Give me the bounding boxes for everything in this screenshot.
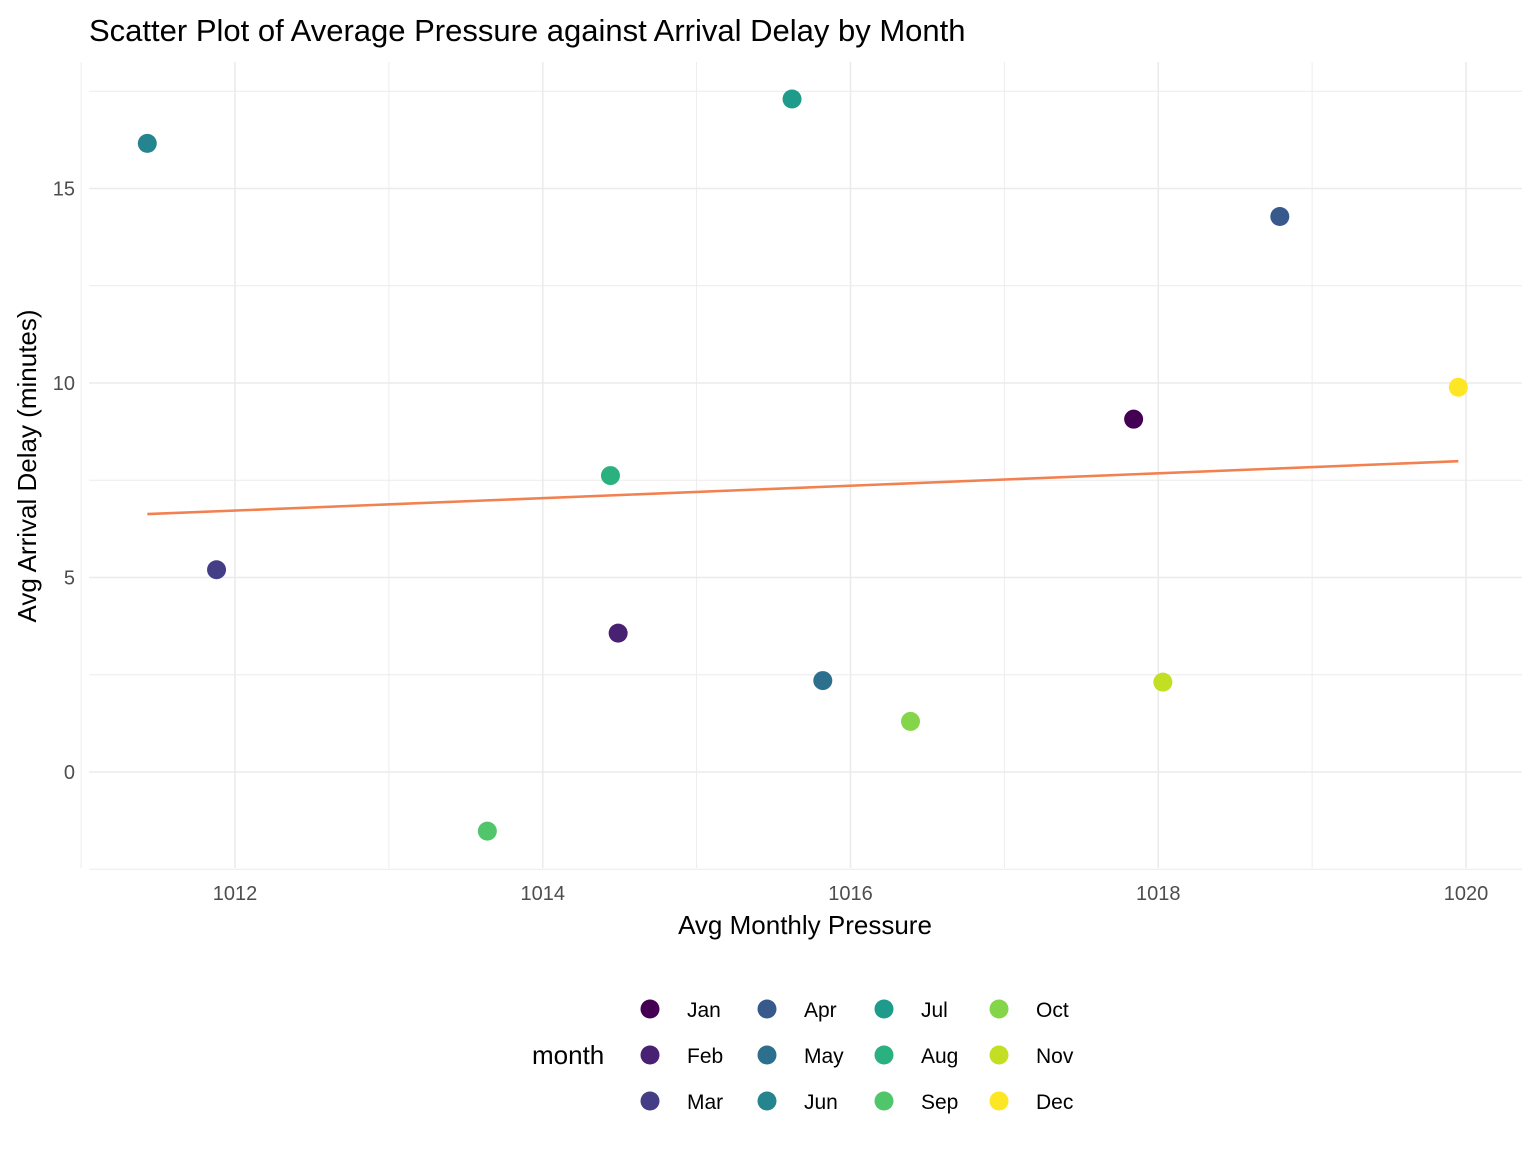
legend-key-jun — [757, 1091, 777, 1111]
legend-key-apr — [757, 999, 777, 1019]
legend-label-jun: Jun — [804, 1091, 838, 1114]
y-tick-label: 15 — [53, 179, 75, 201]
x-tick-label: 1014 — [521, 883, 566, 905]
point-oct — [901, 711, 921, 731]
legend-key-oct — [989, 999, 1009, 1019]
point-dec — [1448, 377, 1468, 397]
legend-label-aug: Aug — [921, 1045, 958, 1068]
chart-title: Scatter Plot of Average Pressure against… — [89, 13, 965, 48]
point-aug — [600, 466, 620, 486]
y-tick-label: 0 — [64, 762, 75, 784]
legend-label-mar: Mar — [687, 1091, 723, 1114]
point-jul — [782, 89, 802, 109]
legend-key-feb — [640, 1045, 660, 1065]
legend-label-oct: Oct — [1036, 999, 1069, 1022]
y-axis-title: Avg Arrival Delay (minutes) — [12, 309, 42, 622]
point-feb — [608, 623, 628, 643]
x-axis-tick-labels: 1012 1014 1016 1018 1020 — [213, 883, 1489, 905]
legend-label-may: May — [804, 1045, 844, 1068]
point-nov — [1153, 672, 1173, 692]
y-tick-label: 5 — [64, 568, 75, 590]
legend-key-jul — [874, 999, 894, 1019]
major-gridlines — [89, 62, 1522, 868]
legend-label-feb: Feb — [687, 1045, 723, 1068]
x-axis-title: Avg Monthly Pressure — [678, 910, 932, 940]
point-apr — [1270, 207, 1290, 227]
point-sep — [477, 821, 497, 841]
legend-key-nov — [989, 1045, 1009, 1065]
legend-title: month — [532, 1040, 604, 1070]
point-may — [813, 671, 833, 691]
legend-key-may — [757, 1045, 777, 1065]
legend-label-sep: Sep — [921, 1091, 958, 1114]
legend-key-dec — [989, 1091, 1009, 1111]
legend-key-sep — [874, 1091, 894, 1111]
data-points — [137, 89, 1468, 841]
legend-label-dec: Dec — [1036, 1091, 1073, 1114]
y-axis-tick-labels: 0 5 10 15 — [53, 179, 75, 785]
y-tick-label: 10 — [53, 373, 75, 395]
x-tick-label: 1020 — [1444, 883, 1489, 905]
point-jun — [137, 133, 157, 153]
legend-label-apr: Apr — [804, 999, 837, 1022]
legend-label-nov: Nov — [1036, 1045, 1074, 1068]
point-jan — [1124, 409, 1144, 429]
x-tick-label: 1018 — [1136, 883, 1181, 905]
x-tick-label: 1016 — [828, 883, 873, 905]
legend-label-jan: Jan — [687, 999, 721, 1022]
legend-label-jul: Jul — [921, 999, 948, 1022]
trend-line — [147, 459, 1459, 516]
legend: Jan Feb Mar Apr May Jun Jul Aug Sep Oct Nov Dec — [640, 999, 1074, 1114]
legend-key-aug — [874, 1045, 894, 1065]
legend-key-mar — [640, 1091, 660, 1111]
minor-gridlines — [80, 62, 1522, 870]
legend-key-jan — [640, 999, 660, 1019]
x-tick-label: 1012 — [213, 883, 258, 905]
point-mar — [207, 560, 227, 580]
